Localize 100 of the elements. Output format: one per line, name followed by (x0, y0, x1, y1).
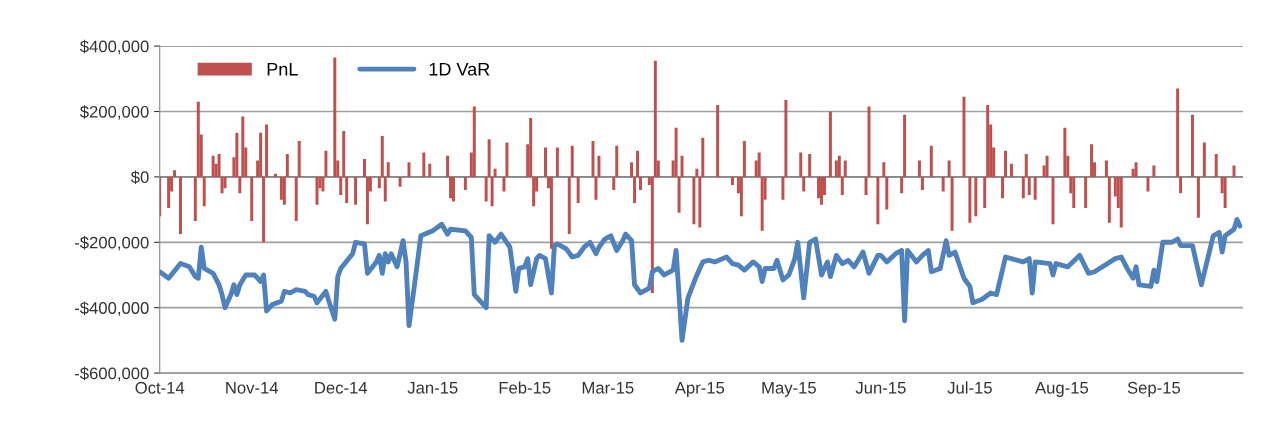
x-tick-label: May-15 (762, 382, 816, 397)
bar (882, 162, 886, 177)
bar (680, 155, 684, 177)
legend-label: 1D VaR (429, 63, 490, 76)
bar (781, 176, 785, 200)
bar (612, 176, 616, 190)
bar (576, 176, 580, 204)
bar (250, 176, 254, 222)
y-tick-label: $0 (130, 170, 149, 185)
bar (273, 173, 277, 177)
bar (808, 154, 812, 177)
bar (377, 176, 381, 189)
bar (900, 176, 904, 194)
bar (820, 176, 823, 205)
bar (193, 176, 197, 222)
bar (784, 100, 788, 177)
bar (452, 176, 455, 202)
bar (262, 176, 266, 243)
x-tick-label: Feb-15 (499, 381, 551, 394)
bar (1223, 176, 1227, 208)
bar (1027, 176, 1031, 195)
bar (339, 176, 343, 195)
bar (941, 176, 945, 192)
x-tick-label: Dec-14 (315, 382, 368, 394)
x-tick-label: Oct-14 (135, 381, 185, 394)
bar (1004, 150, 1007, 177)
bar (903, 114, 907, 177)
bar (1146, 176, 1150, 192)
bar (834, 160, 838, 177)
bar (532, 176, 536, 207)
bar (196, 101, 200, 177)
bar (828, 111, 832, 177)
bar (505, 142, 509, 177)
bar (354, 176, 358, 205)
bar (885, 176, 889, 210)
bar (472, 106, 476, 177)
bar (220, 176, 224, 194)
bar (449, 176, 453, 199)
bar (294, 176, 298, 222)
bar (179, 176, 182, 235)
y-tick-label: -$200,000 (74, 235, 149, 251)
x-tick-label: Aug-15 (1035, 382, 1089, 397)
bar (1202, 142, 1206, 177)
bar (947, 160, 951, 177)
bar (398, 176, 402, 187)
bar (701, 137, 705, 177)
bar (428, 163, 432, 177)
bar (1084, 176, 1088, 208)
bar (422, 152, 426, 177)
bar (1179, 176, 1183, 194)
x-tick-label: Apr-15 (674, 382, 725, 397)
bar (1090, 144, 1094, 177)
x-tick-label: Sep-15 (1127, 381, 1181, 397)
bar (549, 176, 553, 249)
bar (446, 155, 450, 177)
bar (297, 140, 301, 177)
bar (760, 176, 764, 231)
bar (1009, 163, 1013, 177)
bar (962, 96, 966, 177)
bar (502, 176, 506, 192)
bar (1072, 176, 1076, 208)
bar (238, 176, 242, 194)
bar (837, 155, 841, 177)
bar (1134, 162, 1138, 177)
bar (555, 147, 559, 177)
bar (321, 176, 325, 192)
bar (487, 139, 491, 177)
bar (876, 176, 880, 225)
bar (698, 176, 702, 228)
bar (739, 176, 743, 217)
bar (917, 160, 921, 177)
line-series (159, 216, 1243, 343)
bar (363, 158, 366, 177)
bar (716, 104, 720, 177)
bar (1196, 176, 1200, 218)
bar (950, 176, 954, 231)
bar (638, 176, 642, 190)
bar (843, 160, 847, 177)
bar (1001, 176, 1005, 199)
bar (677, 176, 681, 213)
bar (1063, 127, 1067, 177)
y-tick-label: $200,000 (79, 105, 149, 120)
bar (463, 176, 467, 190)
bar (1021, 176, 1025, 199)
bar (840, 176, 844, 195)
x-tick-label: Mar-15 (582, 382, 634, 394)
bar (567, 176, 571, 235)
bar (324, 150, 328, 177)
y-tick-label: $400,000 (79, 39, 149, 55)
bar (265, 124, 269, 177)
bar (1033, 176, 1037, 200)
bar (974, 176, 978, 217)
x-tick-label: Jul-15 (947, 381, 992, 394)
bar (282, 176, 286, 205)
bar (920, 176, 924, 190)
bar (167, 176, 171, 208)
bar (799, 152, 803, 177)
bar (594, 176, 598, 200)
bar (757, 152, 761, 177)
y-tick-label: -$400,000 (74, 301, 149, 316)
